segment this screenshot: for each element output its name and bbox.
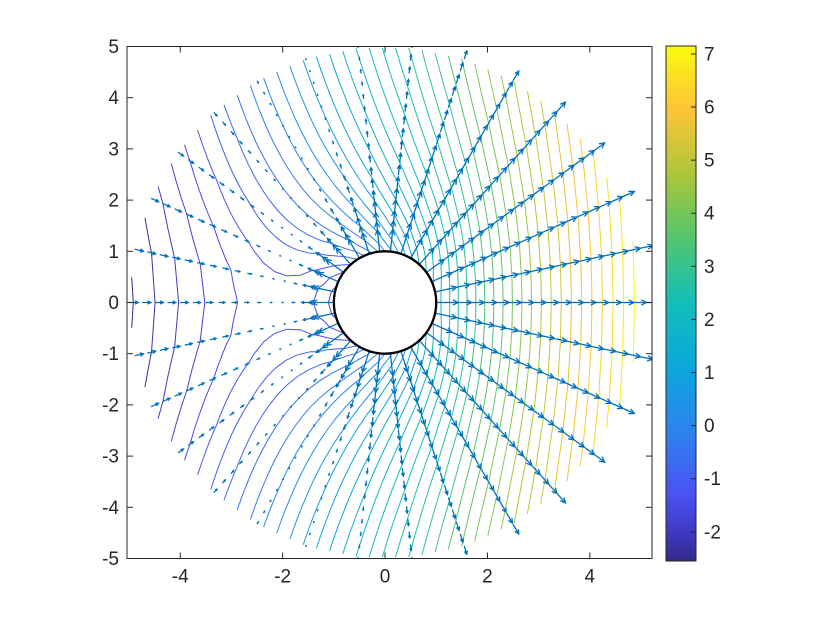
y-tick-label: -2 [102,395,119,416]
colorbar-tick-label: 7 [704,44,715,65]
contour-line [408,47,468,558]
contour-line [513,81,542,524]
contour-line [421,49,477,556]
y-tick-label: -5 [102,549,119,570]
contour-line [461,58,504,547]
contour-line [197,129,351,476]
y-tick-label: 3 [108,139,119,160]
colorbar-tick-label: -1 [704,469,721,490]
contour-line [632,241,635,364]
x-tick-label: 0 [380,567,391,588]
colorbar-tick-label: 3 [704,257,715,278]
contour-line [434,52,486,553]
colorbar-tick-label: 4 [704,204,715,225]
contour-line [526,91,552,514]
x-tick-label: 4 [585,567,596,588]
colorbar-tick-label: 1 [704,363,715,384]
contour-line [342,51,427,554]
quiver-arrows-layer [129,46,652,559]
contour-line [500,75,533,530]
contour-line [381,47,451,558]
y-tick-label: 4 [108,88,119,109]
contour-line [210,115,358,490]
y-tick-label: 5 [108,37,119,58]
y-tick-label: -4 [102,498,119,519]
contour-line [223,104,365,501]
colorbar-gradient [666,46,696,561]
y-tick-label: 0 [108,293,119,314]
contour-line [249,85,379,520]
colorbar-border [665,45,697,562]
axis-ticks [127,46,652,559]
contour-line [144,217,156,388]
x-tick-label: -4 [172,567,189,588]
colorbar-tick-label: 6 [704,98,715,119]
contour-line [302,60,407,545]
y-tick-label: -3 [102,447,119,468]
contour-line [606,176,614,429]
y-tick-label: -1 [102,344,119,365]
contour-line [368,47,442,558]
contour-line [487,69,523,536]
contour-line [131,277,134,328]
axes-box [126,46,653,559]
colorbar-ticks [691,53,696,533]
y-tick-label: 2 [108,191,119,212]
colorbar-tick-label: 0 [704,416,715,437]
colorbar-tick-label: 5 [704,151,715,172]
contour-line [592,154,603,451]
y-tick-label: 1 [108,242,119,263]
colorbar-tick-label: -2 [704,522,721,543]
colorbar-tick-label: 2 [704,310,715,331]
contour-line [474,63,513,542]
x-tick-label: 2 [482,567,493,588]
cylinder-circle [332,250,438,355]
x-tick-label: -2 [274,567,291,588]
